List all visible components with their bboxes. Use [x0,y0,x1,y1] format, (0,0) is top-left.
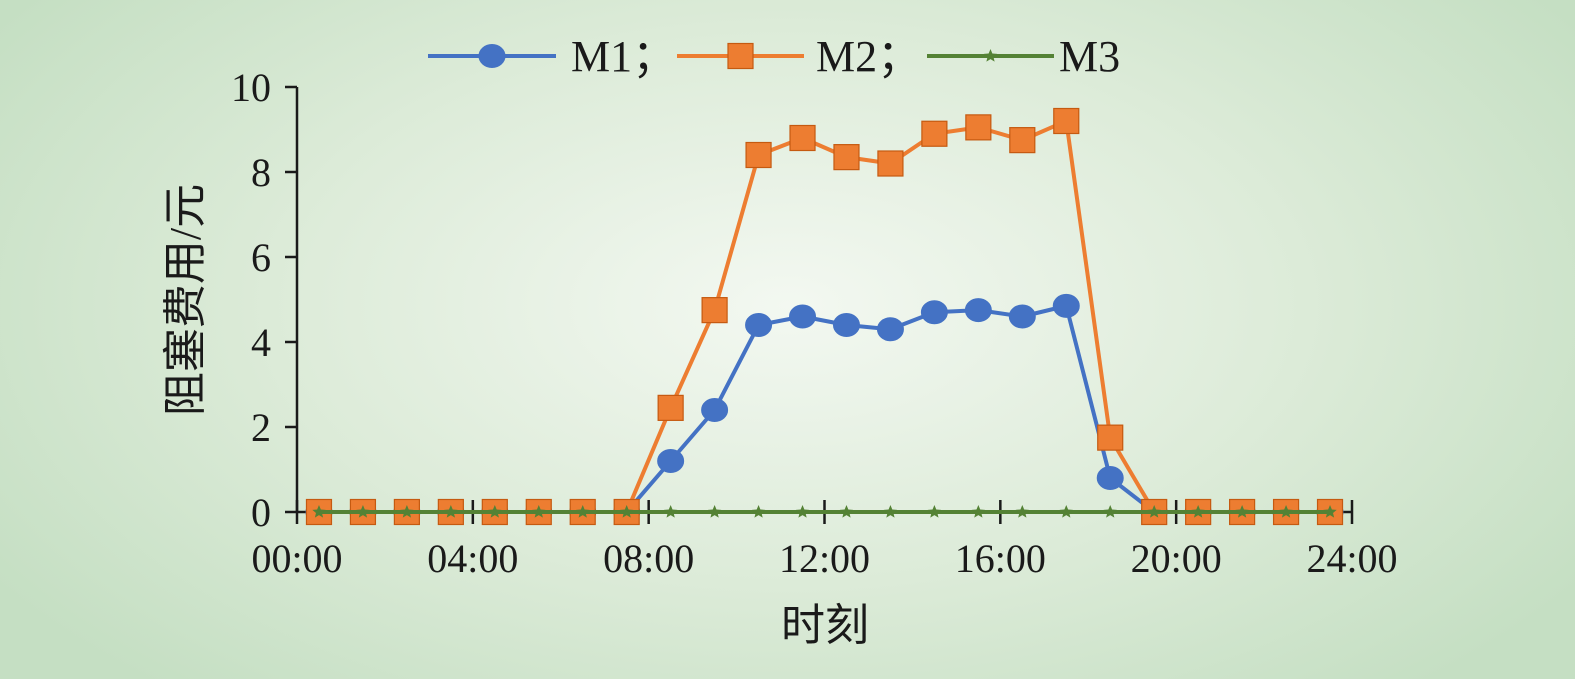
series-m2 [305,107,1344,526]
data-point-m3 [1235,505,1249,518]
data-point-m1 [1008,304,1036,329]
series-line-m2 [318,119,1331,514]
x-tick-label: 00:00 [251,536,342,581]
data-point-m1 [876,317,904,342]
data-point-m3 [795,505,810,518]
data-point-m3 [663,505,678,518]
data-point-m3 [1147,505,1161,518]
data-point-m3 [532,505,546,518]
data-point-m3 [883,505,898,518]
data-point-m3 [400,505,414,518]
data-point-m3 [1191,505,1205,518]
x-tick-label: 08:00 [603,536,694,581]
data-point-m3 [1059,505,1073,518]
data-point-m1 [745,313,773,337]
data-point-m2 [1316,498,1344,526]
data-point-m2 [1009,127,1036,154]
data-point-m1 [701,398,729,422]
data-point-m2 [833,144,860,171]
data-point-m3 [1103,505,1117,518]
axes: 0 2 4 6 8 10 00:00 04:00 08:00 12:00 16:00 20:00 24:… [231,65,1398,581]
series-layer [305,107,1344,526]
legend-label-m2: M2； [816,32,921,81]
data-point-m2 [1053,107,1080,135]
data-point-m3 [444,505,458,518]
data-point-m2 [965,114,992,141]
data-point-m2 [921,120,948,147]
data-point-m3 [1323,505,1337,518]
series-m3 [312,505,1337,518]
data-point-m3 [839,505,854,518]
data-point-m3 [971,505,986,518]
data-point-m1 [1052,293,1080,318]
legend-item-m2: M2； [677,32,921,81]
data-point-m3 [312,505,326,518]
data-point-m1 [789,304,817,329]
legend-marker-m2 [727,42,754,70]
y-axis-title: 阻塞费用/元 [161,184,210,416]
data-point-m2 [789,124,816,152]
legend-marker-m3 [983,49,998,62]
y-tick-label: 4 [251,320,271,365]
legend-label-m3: M3 [1059,32,1120,81]
data-point-m2 [701,297,728,324]
data-point-m3 [356,505,370,518]
legend-item-m3: M3 [927,32,1120,81]
data-point-m3 [620,505,634,518]
y-tick-label: 10 [231,65,271,110]
data-point-m3 [488,505,502,518]
y-tick-label: 2 [251,405,271,450]
data-point-m2 [1097,424,1124,451]
x-tick-label: 12:00 [779,536,870,581]
y-tick-label: 0 [251,490,271,535]
data-point-m2 [877,150,904,177]
data-point-m1 [920,300,948,325]
data-point-m3 [707,505,722,518]
x-tick-label: 20:00 [1131,536,1222,581]
data-point-m2 [657,394,684,421]
data-point-m2 [745,141,772,169]
data-point-m1 [1096,466,1124,490]
series-m1 [305,293,1344,524]
y-tick-label: 8 [251,150,271,195]
x-tick-label: 04:00 [427,536,518,581]
data-point-m3 [1279,505,1293,518]
data-point-m3 [1015,505,1029,518]
legend-label-m1: M1； [571,32,676,81]
series-line-m1 [318,303,1331,514]
data-point-m1 [657,449,685,473]
data-point-m1 [832,313,860,337]
data-point-m1 [964,298,992,323]
legend: M1； M2； M3 [428,32,1120,81]
x-tick-label: 24:00 [1306,536,1397,581]
data-point-m3 [576,505,590,518]
data-point-m3 [927,505,942,518]
x-axis-title: 时刻 [781,601,869,650]
data-point-m3 [751,505,766,518]
y-tick-label: 6 [251,235,271,280]
x-tick-label: 16:00 [955,536,1046,581]
legend-item-m1: M1； [428,32,676,81]
legend-marker-m1 [478,44,506,68]
